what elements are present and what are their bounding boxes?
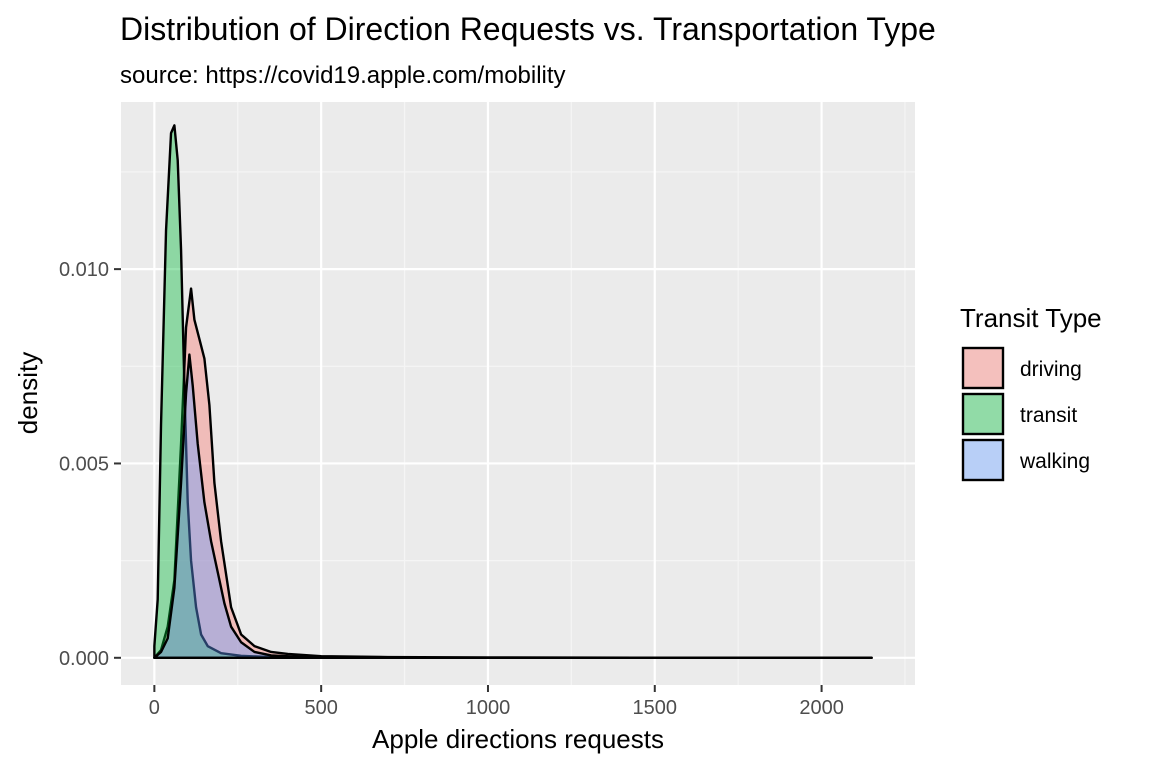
legend-swatch-transit [961, 392, 1005, 436]
y-tick-label: 0.000 [59, 648, 109, 670]
y-tick-label: 0.005 [59, 453, 109, 475]
x-tick-label: 1000 [466, 697, 511, 719]
density-areas [153, 124, 873, 659]
x-axis: 0 500 1000 1500 2000 [149, 685, 844, 719]
legend-label-driving: driving [1020, 358, 1082, 381]
legend-key-bg [962, 347, 1004, 389]
y-axis-label: density [13, 352, 43, 434]
legend-label-walking: walking [1019, 450, 1090, 473]
x-tick-label: 0 [149, 697, 160, 719]
x-tick-label: 1500 [633, 697, 678, 719]
legend-label-transit: transit [1020, 404, 1077, 427]
chart-title: Distribution of Direction Requests vs. T… [120, 11, 936, 47]
x-tick-label: 500 [304, 697, 337, 719]
plot-panel [121, 102, 915, 685]
legend: Transit Type driving transit walking [960, 303, 1102, 482]
legend-swatch-walking [961, 438, 1005, 482]
x-tick-label: 2000 [799, 697, 844, 719]
legend-swatch-driving [961, 346, 1005, 390]
y-axis: 0.000 0.005 0.010 [59, 259, 121, 670]
y-tick-label: 0.010 [59, 259, 109, 281]
legend-title: Transit Type [960, 303, 1102, 333]
x-axis-label: Apple directions requests [372, 724, 664, 754]
minor-gridlines [121, 102, 915, 685]
legend-key-bg [962, 439, 1004, 481]
density-area-walking [153, 353, 873, 659]
chart-subtitle: source: https://covid19.apple.com/mobili… [120, 62, 566, 89]
legend-key-bg [962, 393, 1004, 435]
